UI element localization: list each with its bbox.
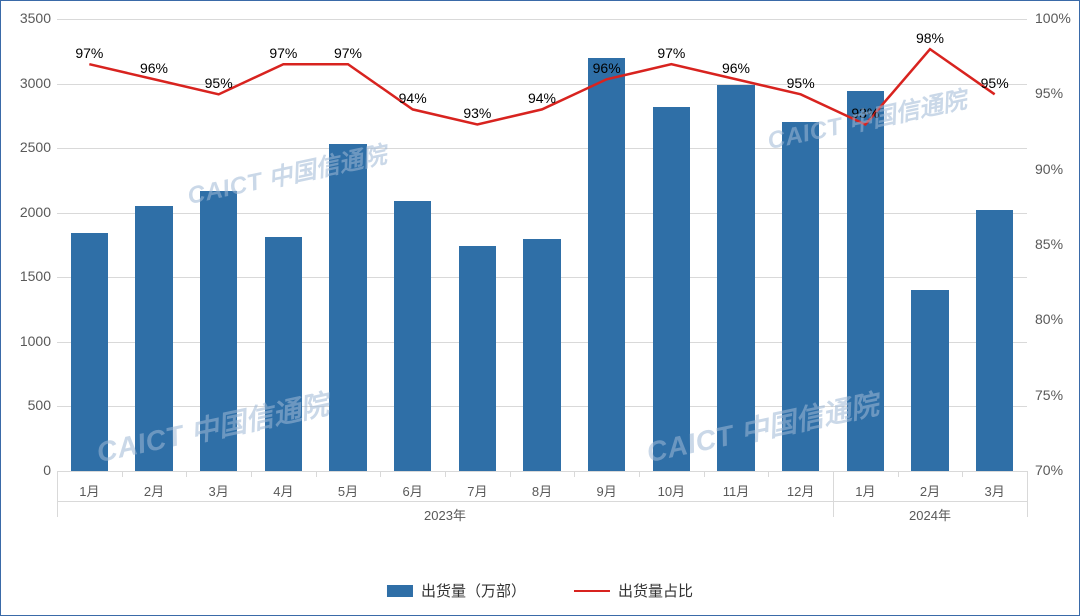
line-data-label: 95% <box>981 75 1009 91</box>
y-right-tick-label: 85% <box>1035 236 1063 252</box>
y-right-tick-label: 80% <box>1035 311 1063 327</box>
y-left-tick-label: 3500 <box>7 10 51 26</box>
legend-swatch-line <box>574 590 610 592</box>
legend-item-line: 出货量占比 <box>574 580 693 601</box>
x-tick-mark <box>704 471 705 477</box>
line-data-label: 96% <box>140 60 168 76</box>
x-tick-label: 3月 <box>209 481 229 500</box>
x-group-label: 2024年 <box>909 505 951 524</box>
x-tick-mark <box>186 471 187 477</box>
x-tick-label: 6月 <box>403 481 423 500</box>
y-left-tick-label: 3000 <box>7 75 51 91</box>
x-tick-label: 12月 <box>787 481 814 500</box>
line-data-label: 97% <box>269 45 297 61</box>
x-tick-label: 5月 <box>338 481 358 500</box>
line-data-label: 94% <box>528 90 556 106</box>
x-tick-mark <box>639 471 640 477</box>
y-right-tick-label: 75% <box>1035 387 1063 403</box>
x-tick-mark <box>445 471 446 477</box>
y-right-tick-label: 100% <box>1035 10 1071 26</box>
x-tick-label: 9月 <box>597 481 617 500</box>
line-data-label: 97% <box>334 45 362 61</box>
x-tick-label: 1月 <box>79 481 99 500</box>
line-data-label: 94% <box>399 90 427 106</box>
x-tick-mark <box>574 471 575 477</box>
x-tick-mark <box>251 471 252 477</box>
y-left-tick-label: 1000 <box>7 333 51 349</box>
x-tick-mark <box>316 471 317 477</box>
x-group-divider <box>1027 471 1028 517</box>
line-data-label: 97% <box>657 45 685 61</box>
legend-item-bar: 出货量（万部） <box>387 580 526 601</box>
y-right-tick-label: 90% <box>1035 161 1063 177</box>
y-left-tick-label: 0 <box>7 462 51 478</box>
line-data-label: 95% <box>205 75 233 91</box>
line-data-label: 96% <box>722 60 750 76</box>
x-tick-label: 8月 <box>532 481 552 500</box>
x-tick-label: 2月 <box>144 481 164 500</box>
y-right-tick-label: 70% <box>1035 462 1063 478</box>
x-group-label: 2023年 <box>424 505 466 524</box>
line-data-label: 97% <box>75 45 103 61</box>
x-tick-mark <box>510 471 511 477</box>
y-left-tick-label: 2500 <box>7 139 51 155</box>
x-tick-label: 3月 <box>985 481 1005 500</box>
x-group-divider <box>833 471 834 517</box>
legend-line-label: 出货量占比 <box>618 580 693 601</box>
x-group-row-line <box>57 501 1027 502</box>
line-data-label: 93% <box>463 105 491 121</box>
x-group-divider <box>57 471 58 517</box>
line-data-label: 95% <box>787 75 815 91</box>
plot-area: 97% 96% 95% 97% 97% 94% 93% 94% 96% 97% 96% 95% 93% 9… <box>57 19 1027 471</box>
legend: 出货量（万部） 出货量占比 <box>387 580 693 601</box>
line-series-svg <box>57 19 1027 471</box>
line-data-label: 98% <box>916 30 944 46</box>
x-tick-mark <box>380 471 381 477</box>
legend-bar-label: 出货量（万部） <box>421 580 526 601</box>
x-tick-label: 2月 <box>920 481 940 500</box>
x-tick-label: 10月 <box>658 481 685 500</box>
line-data-label: 96% <box>593 60 621 76</box>
chart-container: 97% 96% 95% 97% 97% 94% 93% 94% 96% 97% 96% 95% 93% 9… <box>0 0 1080 616</box>
x-tick-mark <box>122 471 123 477</box>
line-data-label: 93% <box>851 105 879 121</box>
x-tick-mark <box>768 471 769 477</box>
y-left-tick-label: 500 <box>7 397 51 413</box>
x-tick-label: 1月 <box>855 481 875 500</box>
y-left-tick-label: 1500 <box>7 268 51 284</box>
y-right-tick-label: 95% <box>1035 85 1063 101</box>
x-tick-label: 4月 <box>273 481 293 500</box>
x-tick-label: 11月 <box>723 481 750 500</box>
legend-swatch-bar <box>387 585 413 597</box>
x-tick-mark <box>962 471 963 477</box>
gridline <box>57 471 1027 472</box>
y-left-tick-label: 2000 <box>7 204 51 220</box>
x-tick-mark <box>898 471 899 477</box>
x-tick-label: 7月 <box>467 481 487 500</box>
